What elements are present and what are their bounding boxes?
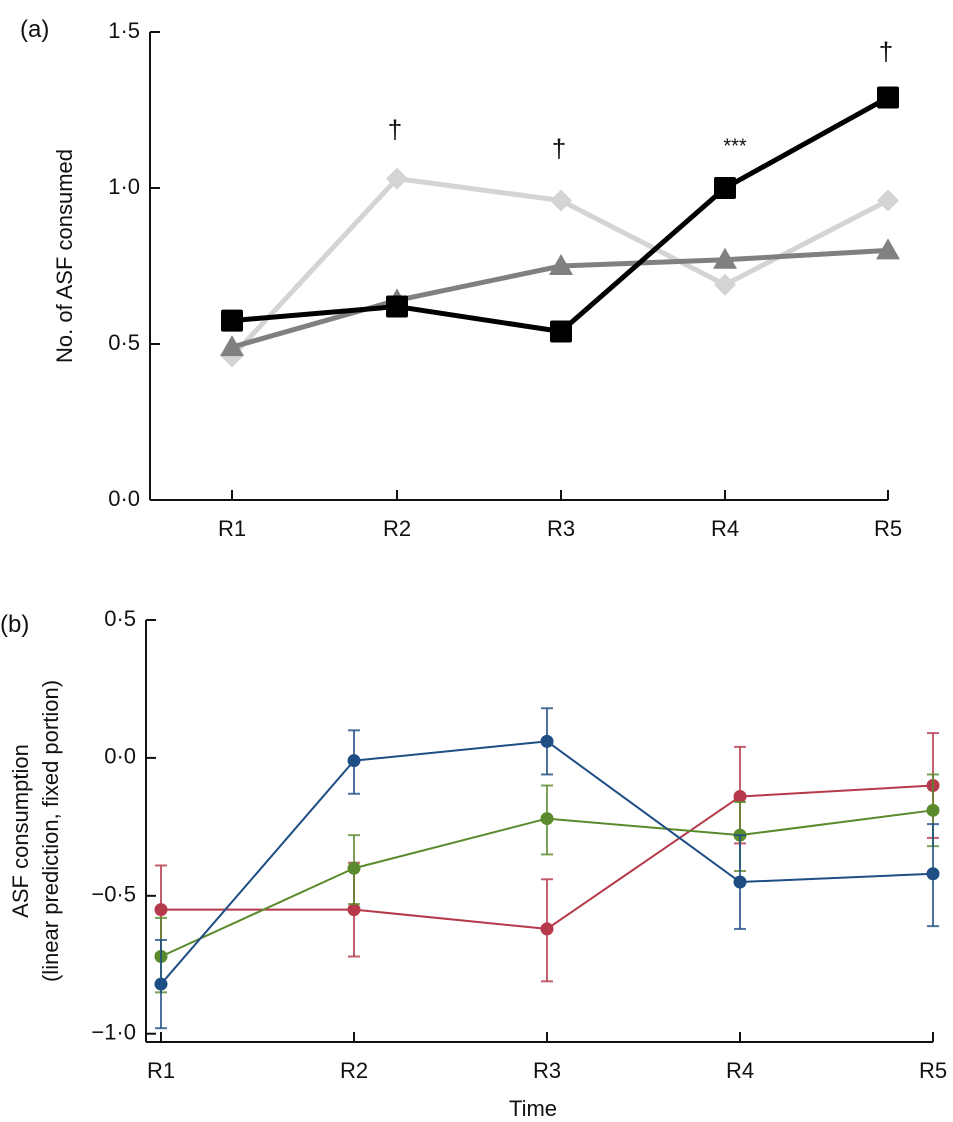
y-tick-label: 0·0 (104, 744, 136, 769)
y-tick-label: 0·0 (108, 486, 140, 511)
significance-annotation: † (388, 115, 402, 145)
data-point-square (550, 320, 572, 343)
chart-panel-a: (a) 0·0 0·5 1·0 1·5 R1 R2 R3 R4 R5 No. of ASF cons… (20, 16, 902, 541)
data-point (540, 812, 554, 826)
data-point (733, 790, 747, 804)
series-series-blue (154, 707, 940, 1030)
data-point (154, 903, 168, 917)
data-point (347, 754, 361, 768)
data-point-square (221, 309, 243, 332)
data-point (733, 875, 747, 889)
data-point (540, 922, 554, 936)
x-axis-label: Time (509, 1096, 557, 1121)
data-point (154, 977, 168, 991)
data-point-square (386, 295, 408, 318)
x-tick-label: R5 (874, 516, 902, 541)
x-tick-label: R1 (218, 516, 246, 541)
data-point-triangle (713, 247, 737, 269)
x-tick-label: R2 (383, 516, 411, 541)
y-axis-label-secondary: (linear prediction, fixed portion) (38, 680, 63, 982)
data-point-diamond (550, 189, 572, 212)
significance-annotation: *** (723, 136, 747, 158)
y-tick-label: 0·5 (104, 606, 136, 631)
y-tick-label: −0·5 (91, 882, 136, 907)
x-tick-label: R5 (919, 1058, 947, 1083)
data-point (926, 803, 940, 817)
data-point-diamond (877, 189, 899, 212)
data-point-diamond (386, 167, 408, 190)
x-tick-label: R1 (147, 1058, 175, 1083)
chart-panel-b: (b) −1·0 −0·5 0·0 0·5 R1 R2 R3 R4 R5 ASF consumpti… (0, 606, 947, 1121)
x-tick-label: R3 (533, 1058, 561, 1083)
panel-label: (b) (0, 611, 29, 638)
data-point-diamond (714, 273, 736, 296)
y-tick-label: −1·0 (91, 1020, 136, 1045)
x-tick-label: R2 (340, 1058, 368, 1083)
data-point (540, 734, 554, 748)
data-point (926, 867, 940, 881)
series-series-black-square (221, 86, 899, 343)
data-point (347, 861, 361, 875)
panel-label: (a) (20, 16, 49, 43)
data-point-triangle (876, 238, 900, 260)
data-point (347, 903, 361, 917)
significance-annotation: † (552, 133, 566, 163)
y-axis-label: ASF consumption (8, 744, 33, 918)
x-tick-label: R3 (547, 516, 575, 541)
y-tick-label: 0·5 (108, 330, 140, 355)
x-tick-label: R4 (711, 516, 739, 541)
y-tick-label: 1·5 (108, 18, 140, 43)
data-point-triangle (220, 335, 244, 357)
data-point-square (714, 177, 736, 199)
y-axis-label: No. of ASF consumed (52, 149, 77, 363)
data-point-triangle (549, 254, 573, 275)
y-tick-label: 1·0 (108, 174, 140, 199)
x-tick-label: R4 (726, 1058, 754, 1083)
data-point-square (877, 86, 899, 109)
significance-annotation: † (879, 37, 893, 67)
